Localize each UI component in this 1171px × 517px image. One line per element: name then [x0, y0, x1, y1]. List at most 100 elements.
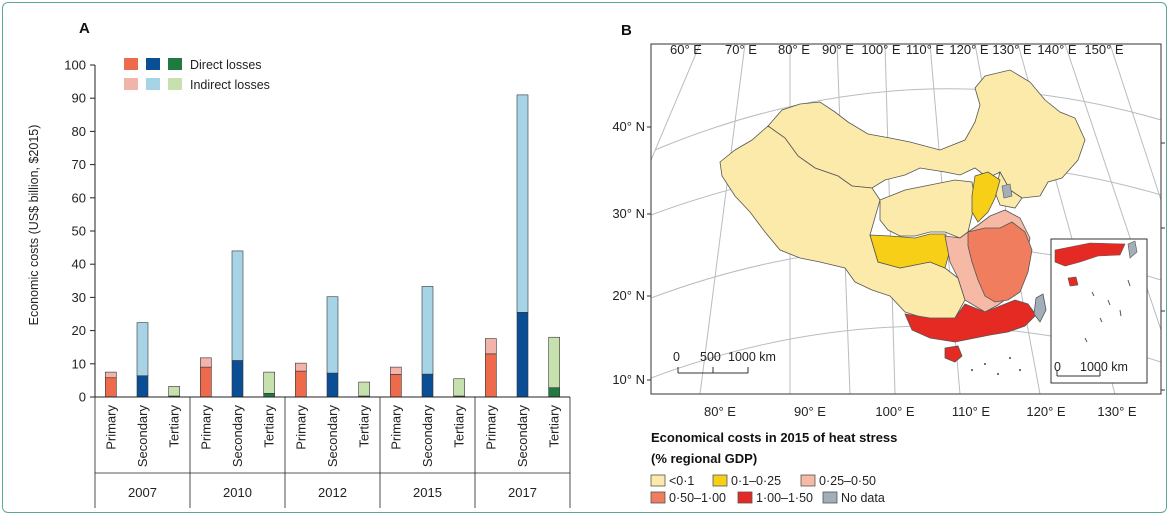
map-top-lon-label: 60° E: [670, 42, 702, 57]
bar-indirect-2012-tertiary: [358, 381, 370, 397]
legend-swatch-tertiary-indirect: [168, 78, 182, 90]
x-tick-label: Tertiary: [452, 405, 467, 448]
bar-direct-2010-tertiary: [263, 393, 275, 398]
map-bottom-lon-label: 130° E: [1097, 404, 1137, 419]
x-group-label: 2015: [413, 485, 442, 500]
x-tick-label: Primary: [483, 405, 498, 450]
bar-direct-2017-tertiary: [548, 387, 560, 398]
map-top-lon-label: 110° E: [906, 42, 945, 57]
x-group-label: 2010: [223, 485, 252, 500]
map-bottom-lon-label: 120° E: [1026, 404, 1066, 419]
x-tick-label: Secondary: [135, 405, 150, 468]
map-top-lon-label: 80° E: [778, 42, 810, 57]
x-tick-label: Tertiary: [167, 405, 182, 448]
map-region-beijing-tianjin: [1001, 183, 1013, 199]
bar-indirect-2010-tertiary: [263, 371, 275, 394]
legend-swatch-tertiary-direct: [168, 58, 182, 70]
x-tick-label: Secondary: [420, 405, 435, 468]
map-top-lon-label: 70° E: [725, 42, 757, 57]
legend-label-indirect: Indirect losses: [190, 78, 270, 92]
inset-scalebar-0: 0: [1054, 360, 1061, 374]
y-tick-label: 10: [72, 356, 86, 371]
bar-indirect-2012-primary: [295, 362, 307, 372]
bar-direct-2010-secondary: [231, 360, 244, 398]
x-tick-label: Secondary: [230, 405, 245, 468]
map-top-lon-label: 100° E: [861, 42, 901, 57]
map-bottom-lon-label: 110° E: [952, 404, 991, 419]
x-axis: Primary Secondary Tertiary 2007 Primary Secon…: [94, 396, 571, 508]
y-tick-label: 100: [64, 58, 86, 73]
inset-scalebar-1000: 1000 km: [1080, 360, 1128, 374]
bar-indirect-2015-primary: [390, 366, 402, 375]
map-legend-label: 0·50–1·00: [669, 491, 726, 505]
x-tick-label: Tertiary: [262, 405, 277, 448]
map-legend: <0·1 0·1–0·25 0·25–0·50 0·50–1·00 1·00–1·50 N…: [650, 474, 885, 505]
legend-swatch-secondary-direct: [146, 58, 160, 70]
bar-indirect-2015-tertiary: [453, 378, 465, 397]
y-tick-label: 70: [72, 157, 86, 172]
chart-legend: Direct losses Indirect losses: [124, 58, 270, 92]
bar-indirect-2017-tertiary: [548, 336, 560, 389]
y-axis-title: Economic costs (US$ billion, $2015): [27, 125, 41, 326]
map-legend-swatch: [712, 474, 728, 487]
map-legend-title: Economical costs in 2015 of heat stress: [651, 430, 897, 445]
legend-swatch-primary-direct: [124, 58, 138, 70]
map-lat-label: 40° N: [612, 119, 645, 134]
x-tick-label: Primary: [103, 405, 118, 450]
bar-indirect-2007-tertiary: [168, 386, 180, 397]
y-tick-label: 50: [72, 224, 86, 239]
bar-direct-2017-primary: [485, 353, 497, 398]
map-legend-label: 0·1–0·25: [731, 474, 781, 488]
bar-indirect-2007-primary: [105, 371, 117, 379]
y-tick-label: 30: [72, 290, 86, 305]
x-tick-label: Tertiary: [357, 405, 372, 448]
map: 0 1000 km 0 500 1000 km: [650, 43, 1162, 395]
x-tick-label: Primary: [198, 405, 213, 450]
bar-indirect-2017-primary: [485, 338, 497, 355]
map-top-lon-label: 90° E: [822, 42, 854, 57]
map-tick-labels: 60° E 70° E 80° E 90° E 100° E 110° E 120° E 13…: [612, 42, 1165, 419]
bar-direct-2017-secondary: [516, 312, 529, 398]
legend-label-direct: Direct losses: [190, 58, 262, 72]
bar-indirect-2017-secondary: [516, 94, 529, 313]
map-scalebar: 0 500 1000 km: [673, 350, 776, 374]
map-lat-label: 10° N: [612, 372, 645, 387]
bar-marks: [105, 94, 560, 398]
x-group-label: 2017: [508, 485, 537, 500]
bar-indirect-2007-secondary: [136, 322, 149, 377]
map-legend-label: 0·25–0·50: [819, 474, 876, 488]
map-region-01-025-b: [971, 171, 1001, 223]
x-tick-label: Tertiary: [547, 405, 562, 448]
map-legend-swatch: [650, 491, 666, 504]
panel-b-letter: B: [621, 22, 632, 39]
bar-direct-2015-secondary: [421, 373, 434, 398]
map-region-taiwan: [1033, 293, 1047, 323]
map-bottom-lon-label: 100° E: [875, 404, 915, 419]
map-top-lon-label: 120° E: [949, 42, 989, 57]
bar-direct-2012-secondary: [326, 372, 339, 398]
map-region-01-025-a: [869, 233, 951, 269]
map-top-lon-label: 130° E: [992, 42, 1032, 57]
bar-direct-2010-primary: [200, 366, 212, 398]
x-tick-label: Secondary: [325, 405, 340, 468]
map-legend-label: No data: [841, 491, 885, 505]
y-axis: 0 10 20 30 40 50 60 70 80 90 100: [64, 58, 96, 405]
map-region-lt01: [767, 69, 1086, 199]
bar-direct-2007-primary: [105, 377, 117, 398]
map-islands: [971, 357, 1021, 375]
scalebar-1000: 1000 km: [728, 350, 776, 364]
x-group-label: 2012: [318, 485, 347, 500]
map-bottom-lon-label: 80° E: [704, 404, 736, 419]
scalebar-500: 500: [700, 350, 721, 364]
map-frame: [650, 43, 1162, 395]
legend-swatch-primary-indirect: [124, 78, 138, 90]
map-legend-swatch: [822, 491, 838, 504]
map-top-lon-label: 150° E: [1084, 42, 1124, 57]
y-tick-label: 0: [79, 390, 86, 405]
bar-indirect-2012-secondary: [326, 296, 339, 374]
x-tick-label: Primary: [388, 405, 403, 450]
y-tick-label: 20: [72, 323, 86, 338]
map-region-hainan: [944, 345, 963, 363]
